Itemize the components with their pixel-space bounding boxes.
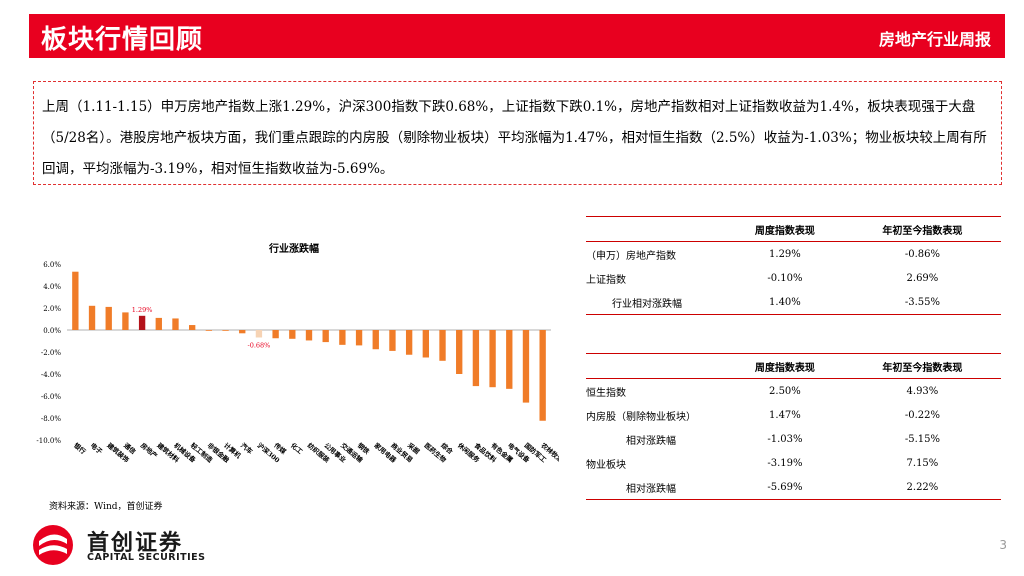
bar	[72, 271, 79, 330]
header-banner: 板块行情回顾 房地产行业周报	[29, 14, 1005, 58]
company-logo: 首创证券 CAPITAL SECURITIES	[31, 523, 216, 567]
bar	[138, 315, 146, 330]
row-label: 相对涨跌幅	[626, 483, 676, 495]
cell-ytd: 4.93%	[906, 385, 939, 397]
report-name: 房地产行业周报	[878, 30, 991, 49]
y-tick-label: 6.0%	[43, 261, 61, 269]
cell-ytd: -3.55%	[904, 296, 940, 308]
bar	[239, 330, 246, 334]
cell-weekly: 2.50%	[769, 385, 801, 397]
row-label: 相对涨跌幅	[626, 435, 676, 447]
table-row: 内房股（剔除物业板块） 1.47% -0.22%	[586, 403, 1001, 427]
bar	[522, 330, 530, 403]
x-tick-label: 电子	[89, 441, 105, 457]
bar	[222, 330, 229, 331]
slide-title: 板块行情回顾	[41, 25, 204, 55]
row-label: 内房股（剔除物业板块）	[586, 411, 696, 423]
bar	[289, 330, 296, 339]
cell-weekly: -3.19%	[767, 457, 803, 469]
cell-weekly: 1.47%	[769, 409, 801, 421]
y-tick-label: 0.0%	[43, 327, 61, 335]
page-number: 3	[999, 538, 1007, 552]
bar	[422, 330, 429, 358]
cell-weekly: 1.40%	[769, 296, 801, 308]
y-tick-label: -6.0%	[41, 393, 61, 401]
summary-text: 上周（1.11-1.15）申万房地产指数上涨1.29%，沪深300指数下跌0.6…	[42, 99, 987, 177]
x-tick-label: 房地产	[139, 441, 160, 461]
bar	[189, 325, 196, 330]
bar	[405, 330, 413, 355]
row-label: 物业板块	[586, 459, 626, 471]
table-row: （申万）房地产指数 1.29% -0.86%	[586, 241, 1001, 267]
bar	[489, 330, 496, 388]
data-label: -0.68%	[248, 341, 271, 349]
table-row: 相对涨跌幅 -1.03% -5.15%	[586, 427, 1001, 451]
cell-weekly: -5.69%	[767, 481, 803, 493]
table-row: 行业相对涨跌幅 1.40% -3.55%	[586, 290, 1001, 315]
t2-header-blank	[586, 354, 726, 379]
cell-ytd: 2.22%	[906, 481, 939, 493]
cell-weekly: -0.10%	[767, 272, 803, 284]
bar	[255, 330, 263, 338]
logo-en-text: CAPITAL SECURITIES	[87, 552, 206, 563]
bar	[305, 330, 313, 341]
bar	[456, 330, 463, 374]
y-tick-label: -4.0%	[41, 371, 61, 379]
bar	[105, 306, 112, 330]
bar	[472, 330, 480, 387]
bar	[439, 330, 446, 361]
index-tables: 周度指数表现 年初至今指数表现 （申万）房地产指数 1.29% -0.86% 上…	[586, 216, 1001, 500]
t1-header-weekly: 周度指数表现	[754, 225, 815, 237]
bar	[272, 330, 279, 339]
row-label: 行业相对涨跌幅	[612, 298, 682, 310]
cell-ytd: -5.15%	[904, 433, 940, 445]
bar	[339, 330, 346, 345]
y-tick-label: -8.0%	[41, 415, 61, 423]
x-tick-label: 化工	[289, 441, 305, 457]
logo-cn-text: 首创证券	[87, 531, 184, 556]
chart-title: 行业涨跌幅	[269, 244, 319, 255]
table-row: 恒生指数 2.50% 4.93%	[586, 378, 1001, 404]
cell-ytd: -0.86%	[904, 248, 940, 260]
t2-header-weekly: 周度指数表现	[754, 362, 815, 374]
y-tick-label: 2.0%	[43, 305, 61, 313]
cell-ytd: 2.69%	[906, 272, 939, 284]
y-tick-label: -10.0%	[36, 437, 61, 445]
table-row: 相对涨跌幅 -5.69% 2.22%	[586, 475, 1001, 500]
t1-header-ytd: 年初至今指数表现	[882, 225, 963, 237]
chart-svg: 6.0% 4.0% 2.0% 0.0% -2.0% -4.0% -6.0% -8.0% -10.…	[36, 261, 565, 465]
bar	[539, 330, 546, 421]
bar	[322, 330, 329, 343]
bar	[155, 317, 162, 330]
t2-header-ytd: 年初至今指数表现	[882, 362, 963, 374]
cell-weekly: -1.03%	[767, 433, 803, 445]
y-tick-label: 4.0%	[43, 283, 61, 291]
bar	[205, 330, 213, 331]
cell-weekly: 1.29%	[769, 248, 801, 260]
t1-header-blank	[586, 217, 726, 242]
table-row: 上证指数 -0.10% 2.69%	[586, 266, 1001, 290]
row-label: 恒生指数	[586, 387, 626, 399]
data-label: 1.29%	[132, 306, 153, 314]
cell-ytd: 7.15%	[906, 457, 939, 469]
table-row: 物业板块 -3.19% 7.15%	[586, 451, 1001, 475]
row-label: 上证指数	[586, 274, 626, 286]
bar	[88, 305, 96, 330]
a-share-table: 周度指数表现 年初至今指数表现 （申万）房地产指数 1.29% -0.86% 上…	[586, 216, 1001, 315]
x-tick-label: 银行	[72, 441, 88, 457]
bar	[355, 330, 363, 346]
bar	[389, 330, 396, 351]
cell-ytd: -0.22%	[904, 409, 940, 421]
y-tick-label: -2.0%	[41, 349, 61, 357]
row-label: （申万）房地产指数	[586, 250, 676, 262]
summary-box: 上周（1.11-1.15）申万房地产指数上涨1.29%，沪深300指数下跌0.6…	[33, 81, 1002, 185]
data-source: 资料来源：Wind，首创证券	[49, 502, 163, 512]
bar	[122, 312, 129, 330]
bar	[506, 330, 513, 389]
hk-share-table: 周度指数表现 年初至今指数表现 恒生指数 2.50% 4.93% 内房股（剔除物…	[586, 353, 1001, 500]
bar	[372, 330, 379, 350]
bar	[172, 318, 179, 330]
logo-emblem-icon	[33, 525, 73, 565]
industry-chart: 行业涨跌幅 6.0% 4.0% 2.0% 0.0% -2.0% -4.0% -6.0% -8.…	[29, 232, 565, 492]
